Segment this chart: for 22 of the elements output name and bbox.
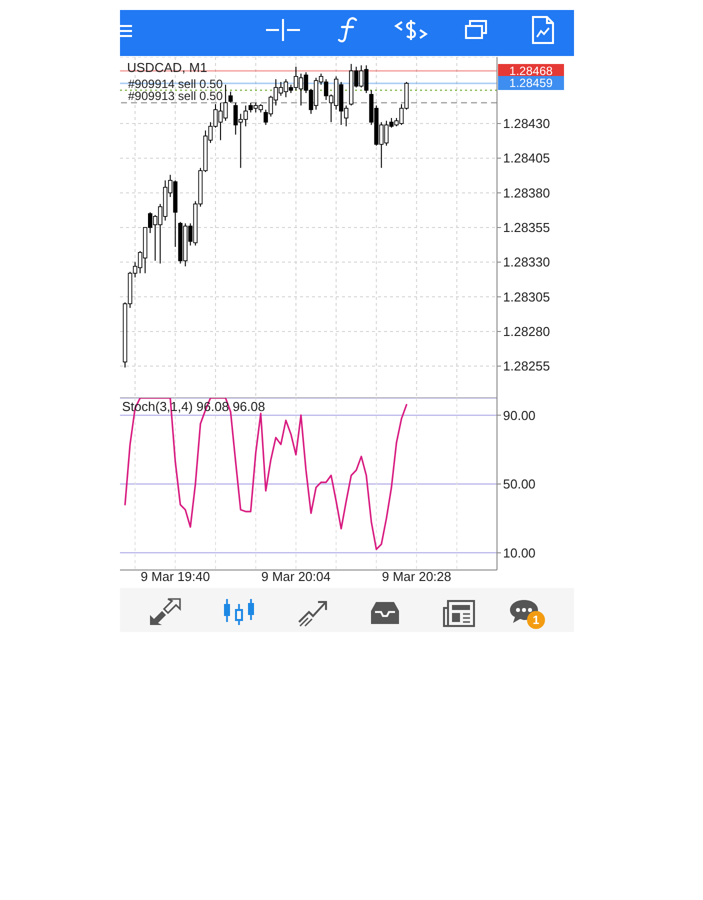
y-tick-label: 1.28305 <box>503 289 550 304</box>
ref-line-label: 1.28468 <box>509 64 553 78</box>
ref-line-label: 1.28459 <box>509 76 553 90</box>
chart-title: USDCAD, M1 <box>127 60 208 75</box>
text: 1 <box>532 613 540 627</box>
x-tick-label: 9 Mar 20:04 <box>261 569 331 584</box>
y-tick-label: 1.28330 <box>503 254 550 270</box>
y-tick-label: 1.28405 <box>503 150 550 166</box>
y-tick-label: 10.00 <box>503 545 536 560</box>
y-tick-label: 50.00 <box>503 476 536 492</box>
ref-line-label: #909914 sell 0.50 <box>128 76 223 91</box>
y-tick-label: 1.28380 <box>503 185 550 200</box>
y-tick-label: 90.00 <box>503 408 536 423</box>
y-tick-label: 1.28280 <box>503 324 550 340</box>
y-tick-label: 1.28430 <box>503 116 550 132</box>
candlestick <box>228 91 233 104</box>
x-tick-label: 9 Mar 19:40 <box>140 569 210 584</box>
line-series <box>124 398 408 550</box>
x-tick-label: 9 Mar 20:28 <box>382 569 452 584</box>
ref-line-label: #909913 sell 0.50 <box>128 89 223 104</box>
y-tick-label: 1.28255 <box>503 358 550 374</box>
y-tick-label: 1.28355 <box>503 220 550 236</box>
